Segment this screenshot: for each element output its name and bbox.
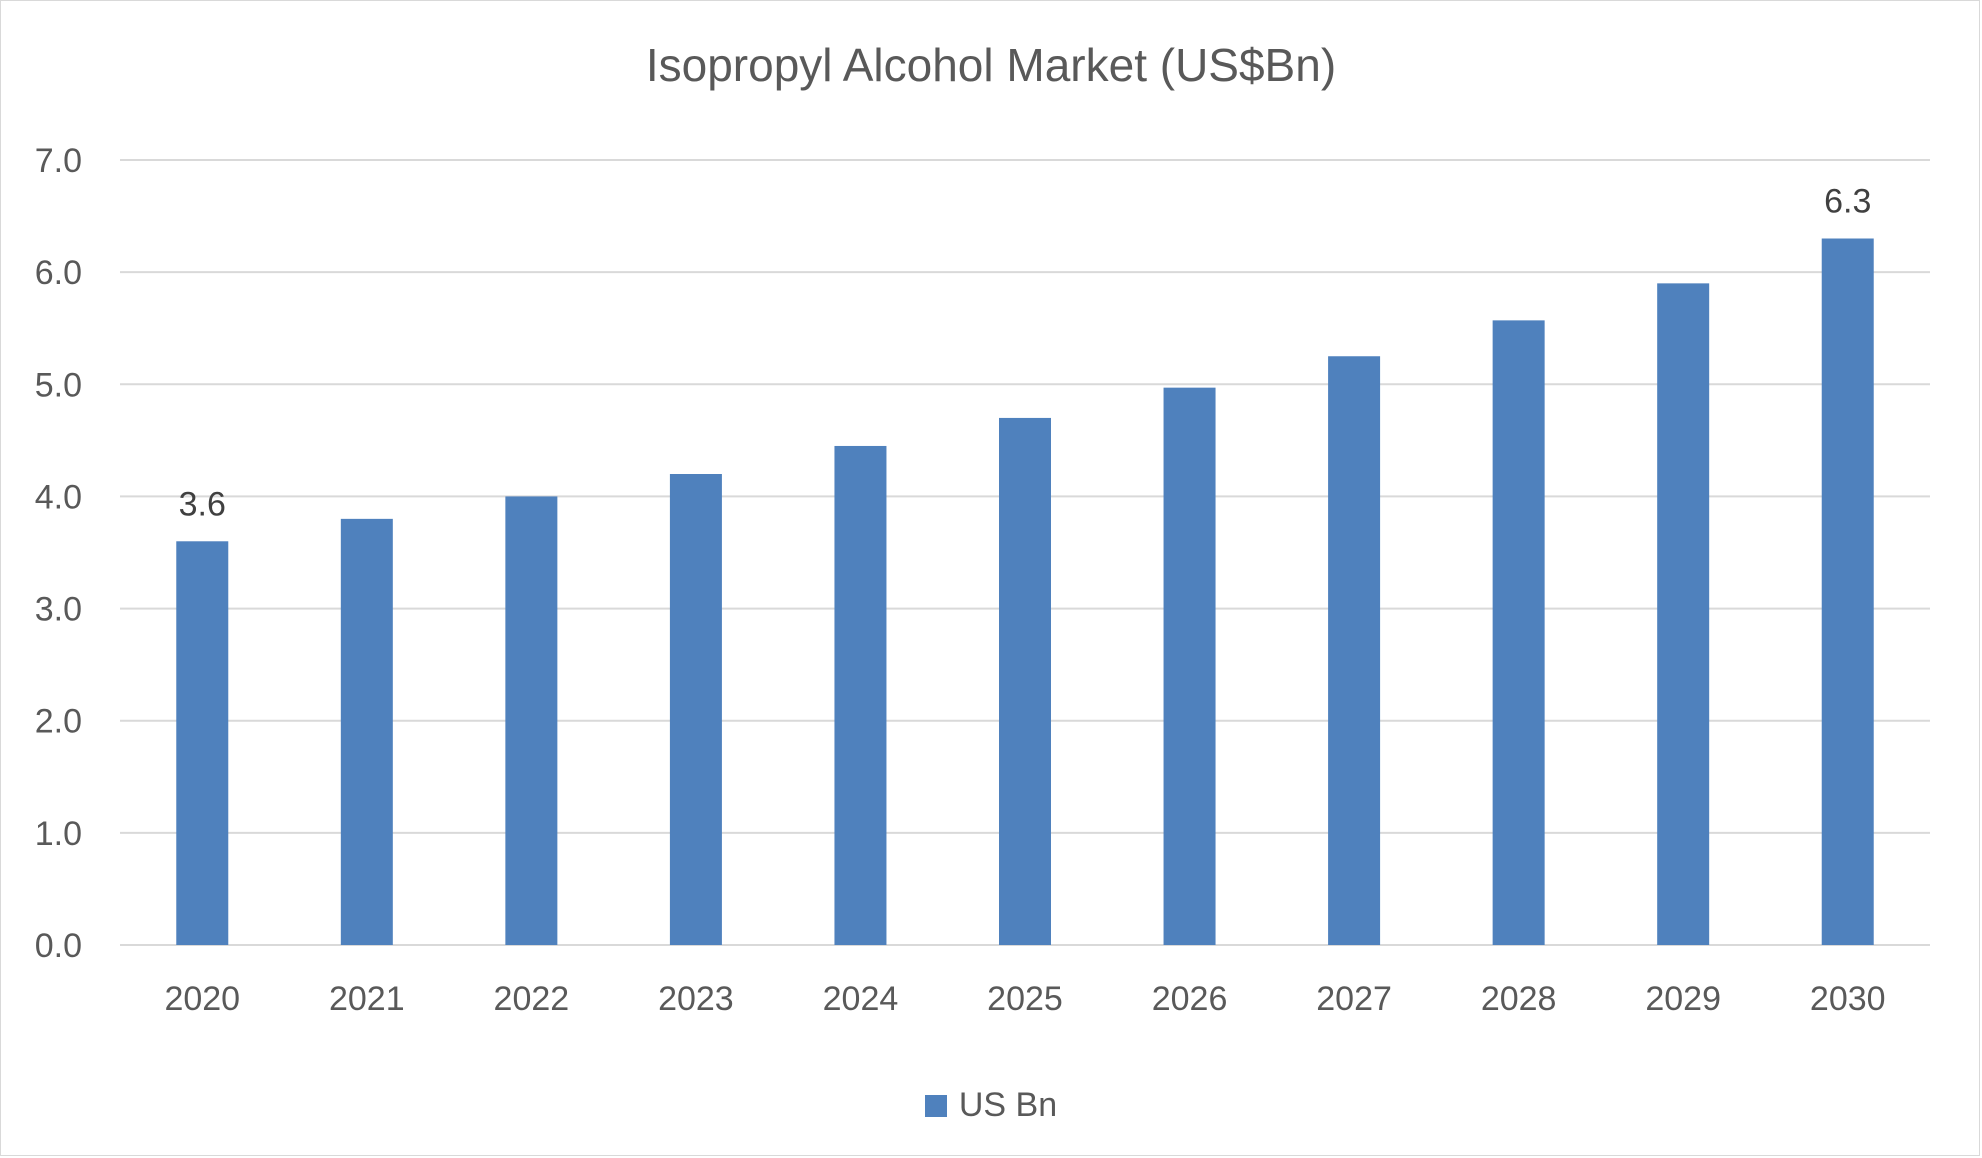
x-tick-label: 2021 xyxy=(329,980,405,1018)
y-axis-ticks: 0.0 1.0 2.0 3.0 4.0 5.0 6.0 7.0 xyxy=(35,142,82,965)
bar-2022 xyxy=(505,496,558,945)
y-tick-label: 7.0 xyxy=(35,142,82,180)
bar-2025 xyxy=(999,417,1051,945)
x-tick-label: 2023 xyxy=(658,980,734,1018)
y-tick-label: 5.0 xyxy=(35,366,82,404)
x-axis-ticks: 2020 2021 2022 2023 2024 2025 2026 2027 2028 2029… xyxy=(164,980,1885,1018)
bar-2021 xyxy=(340,518,393,945)
chart-title: Isopropyl Alcohol Market (US$Bn) xyxy=(645,39,1337,91)
x-tick-label: 2029 xyxy=(1645,980,1721,1018)
x-tick-label: 2024 xyxy=(823,980,899,1018)
x-tick-label: 2026 xyxy=(1152,980,1228,1018)
y-tick-label: 4.0 xyxy=(35,478,82,516)
y-tick-label: 3.0 xyxy=(35,591,82,629)
data-labels: 3.6 6.3 xyxy=(179,183,1872,524)
bar-2029 xyxy=(1657,283,1710,945)
y-tick-label: 1.0 xyxy=(35,815,82,853)
y-tick-label: 0.0 xyxy=(35,927,82,965)
bar-2020 xyxy=(176,541,229,945)
x-tick-label: 2020 xyxy=(164,980,240,1018)
bar-2023 xyxy=(669,474,722,945)
bar-2028 xyxy=(1492,320,1545,946)
x-tick-label: 2030 xyxy=(1810,980,1886,1018)
x-tick-label: 2028 xyxy=(1481,980,1557,1018)
legend-swatch xyxy=(924,1094,947,1117)
bar-2030 xyxy=(1821,238,1874,945)
bar-2027 xyxy=(1328,356,1381,945)
x-tick-label: 2025 xyxy=(987,980,1063,1018)
y-tick-label: 2.0 xyxy=(35,703,82,741)
data-label: 6.3 xyxy=(1824,183,1871,221)
legend-label: US Bn xyxy=(958,1086,1058,1124)
bar-2026 xyxy=(1163,387,1216,945)
x-tick-label: 2022 xyxy=(494,980,570,1018)
y-tick-label: 6.0 xyxy=(35,254,82,292)
legend: US Bn xyxy=(0,1086,1982,1125)
x-tick-label: 2027 xyxy=(1316,980,1392,1018)
bars xyxy=(176,238,1874,946)
data-label: 3.6 xyxy=(179,485,226,523)
bar-2024 xyxy=(834,445,887,945)
